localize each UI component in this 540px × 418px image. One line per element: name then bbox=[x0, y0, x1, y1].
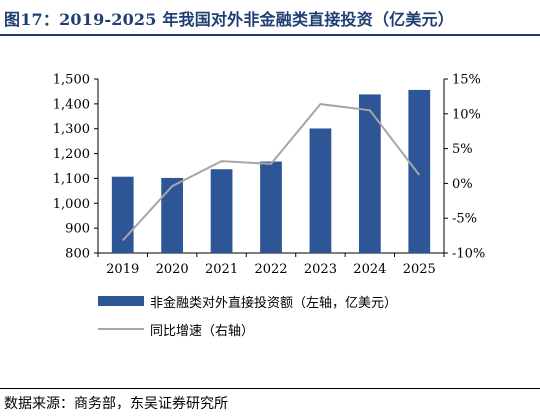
bar bbox=[111, 176, 134, 253]
bar bbox=[210, 169, 233, 253]
legend-item-line: 同比增速（右轴） bbox=[98, 318, 397, 340]
x-tick-label: 2023 bbox=[304, 262, 337, 277]
y-right-tick-label: 10% bbox=[452, 107, 481, 122]
bar bbox=[408, 89, 431, 254]
y-left-tick-label: 800 bbox=[65, 247, 90, 262]
y-left-tick-label: 900 bbox=[65, 222, 90, 237]
bar bbox=[260, 161, 282, 253]
x-tick-label: 2022 bbox=[254, 262, 287, 277]
y-left-tick-label: 1,300 bbox=[53, 122, 90, 137]
bar bbox=[161, 177, 184, 253]
chart-legend: 非金融类对外直接投资额（左轴，亿美元） 同比增速（右轴） bbox=[98, 290, 397, 346]
legend-item-bar: 非金融类对外直接投资额（左轴，亿美元） bbox=[98, 290, 397, 312]
legend-bar-swatch bbox=[98, 296, 144, 306]
bar bbox=[309, 128, 332, 253]
x-tick-label: 2020 bbox=[156, 262, 189, 277]
source-note: 数据来源：商务部，东吴证券研究所 bbox=[4, 396, 228, 412]
x-tick-label: 2021 bbox=[205, 262, 238, 277]
legend-line-swatch bbox=[98, 328, 144, 330]
legend-bar-label: 非金融类对外直接投资额（左轴，亿美元） bbox=[150, 295, 398, 311]
x-tick-label: 2025 bbox=[403, 262, 436, 277]
title-bar: 图17：2019-2025 年我国对外非金融类直接投资（亿美元） bbox=[0, 0, 540, 36]
y-left-tick-label: 1,200 bbox=[53, 147, 90, 162]
chart-title: 图17：2019-2025 年我国对外非金融类直接投资（亿美元） bbox=[4, 10, 454, 29]
y-right-tick-label: -10% bbox=[452, 247, 485, 262]
y-right-tick-label: -5% bbox=[452, 212, 477, 227]
bar bbox=[358, 94, 381, 253]
y-left-tick-label: 1,100 bbox=[53, 172, 90, 187]
legend-line-label: 同比增速（右轴） bbox=[150, 323, 255, 339]
y-left-tick-label: 1,000 bbox=[53, 197, 90, 212]
x-tick-label: 2019 bbox=[106, 262, 139, 277]
y-left-tick-label: 1,400 bbox=[53, 97, 90, 112]
y-left-tick-label: 1,500 bbox=[53, 73, 90, 88]
bar-line-chart: 800 900 1,000 1,100 1,200 1,300 1,400 1,500 -10%… bbox=[53, 73, 486, 278]
x-tick-label: 2024 bbox=[353, 262, 386, 277]
y-right-tick-label: 0% bbox=[452, 177, 473, 192]
y-right-tick-label: 5% bbox=[452, 142, 473, 157]
source-divider bbox=[0, 388, 540, 389]
growth-line bbox=[121, 103, 421, 242]
y-right-tick-label: 15% bbox=[452, 73, 481, 88]
